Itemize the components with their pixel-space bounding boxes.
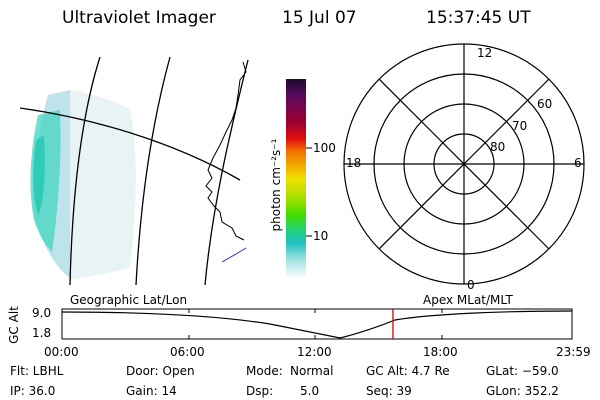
meridian-line-2 (135, 56, 171, 285)
timeline-xtick-0000: 00:00 (44, 345, 79, 359)
timeline-left-label: Geographic Lat/Lon (70, 293, 188, 307)
timeline-xtick-0600: 06:00 (170, 345, 205, 359)
polar-plot (343, 43, 585, 285)
status-ip: IP: 36.0 (10, 384, 56, 398)
status-gc-alt: GC Alt: 4.7 Re (366, 364, 450, 378)
status-mode-value: Normal (290, 364, 334, 378)
polar-label-top: 12 (477, 46, 493, 60)
timeline-ytick-9: 9.0 (32, 306, 52, 320)
timeline-xtick-1200: 12:00 (297, 345, 332, 359)
coastline-blue (221, 247, 247, 263)
timeline-axis-label: GC Alt (7, 306, 21, 344)
status-dsp-value: 5.0 (300, 384, 320, 398)
aurora-emission (30, 90, 136, 280)
colorbar-tick-label-10: 10 (313, 229, 329, 243)
timeline-ytick-1-8: 1.8 (32, 326, 52, 340)
colorbar-unit-label: photon cm⁻²s⁻¹ (269, 138, 283, 232)
status-dsp-label: Dsp: (246, 384, 274, 398)
status-mode-label: Mode: (246, 364, 283, 378)
instrument-title: Ultraviolet Imager (62, 8, 216, 28)
polar-ring-label-80: 80 (490, 140, 506, 154)
coastline (205, 61, 247, 241)
status-seq: Seq: 39 (366, 384, 412, 398)
status-door: Door: Open (126, 364, 195, 378)
timeline-xtick-2359: 23:59 (556, 345, 591, 359)
status-glat: GLat: −59.0 (486, 364, 559, 378)
date-label: 15 Jul 07 (282, 8, 357, 28)
geographic-map (20, 56, 249, 285)
colorbar (286, 79, 306, 279)
altitude-curve (61, 310, 573, 339)
meridian-line-1 (69, 56, 101, 285)
polar-ring-label-70: 70 (512, 119, 528, 133)
timeline-xtick-1800: 18:00 (423, 345, 458, 359)
altitude-timeline (61, 308, 573, 340)
time-label: 15:37:45 UT (426, 8, 531, 28)
polar-label-left: 18 (346, 156, 362, 170)
meridian-line-3 (204, 59, 249, 285)
status-gain: Gain: 14 (126, 384, 177, 398)
status-flt: Flt: LBHL (10, 364, 64, 378)
parallel-line (20, 107, 241, 181)
polar-label-right: 6 (574, 156, 582, 170)
polar-ring-label-60: 60 (537, 97, 553, 111)
status-glon: GLon: 352.2 (486, 384, 559, 398)
polar-label-bottom: 0 (467, 278, 475, 292)
colorbar-tick-label-100: 100 (313, 141, 336, 155)
timeline-right-label: Apex MLat/MLT (423, 293, 513, 307)
